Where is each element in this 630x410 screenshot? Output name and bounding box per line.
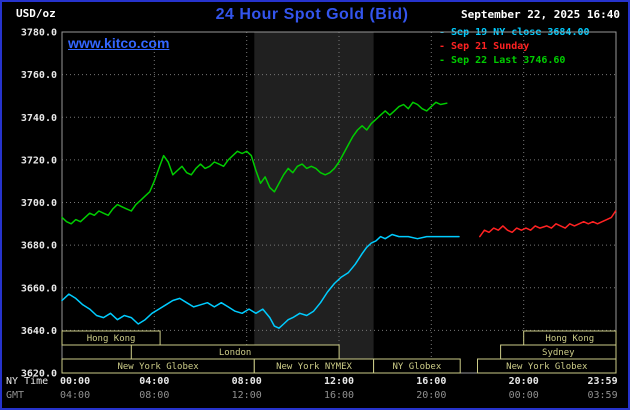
y-tick-label: 3640.0	[21, 326, 57, 337]
series-line-0	[61, 233, 460, 329]
x-tick-gmt: 12:00	[232, 390, 262, 401]
x-tick-ny: 12:00	[324, 376, 354, 387]
chart-title: 24 Hour Spot Gold (Bid)	[215, 6, 409, 23]
gmt-row-label: GMT	[6, 390, 24, 401]
x-tick-gmt: 20:00	[416, 390, 446, 401]
units-label: USD/oz	[16, 7, 56, 20]
x-tick-gmt: 04:00	[60, 390, 90, 401]
legend-item: - Sep 21 Sunday	[439, 41, 530, 52]
x-tick-ny: 23:59	[587, 376, 617, 387]
session-label: NY Globex	[393, 362, 442, 372]
datetime-label: September 22, 2025 16:40	[461, 8, 620, 21]
session-label: New York Globex	[117, 362, 199, 372]
x-tick-ny: 16:00	[416, 376, 446, 387]
y-tick-label: 3700.0	[21, 198, 57, 209]
x-tick-gmt: 03:59	[587, 390, 617, 401]
y-tick-label: 3680.0	[21, 241, 57, 252]
y-tick-label: 3780.0	[21, 28, 57, 39]
x-tick-gmt: 00:00	[509, 390, 539, 401]
y-tick-label: 3660.0	[21, 283, 57, 294]
x-tick-gmt: 16:00	[324, 390, 354, 401]
y-tick-label: 3720.0	[21, 155, 57, 166]
series-line-2	[61, 101, 448, 225]
x-tick-ny: 08:00	[232, 376, 262, 387]
session-label: Sydney	[542, 348, 575, 358]
session-box	[61, 330, 161, 346]
x-tick-gmt: 08:00	[139, 390, 169, 401]
x-tick-ny: 04:00	[139, 376, 169, 387]
x-tick-ny: 00:00	[60, 376, 90, 387]
legend-item: - Sep 22 Last 3746.60	[439, 55, 566, 66]
session-box	[477, 358, 617, 374]
series-line-1	[479, 210, 617, 238]
y-tick-label: 3760.0	[21, 70, 57, 81]
kitco-link[interactable]: www.kitco.com	[68, 35, 170, 51]
session-label: New York NYMEX	[276, 362, 352, 372]
ny-time-row-label: NY Time	[6, 376, 48, 387]
session-label: Hong Kong	[545, 334, 594, 344]
session-box	[373, 358, 461, 374]
session-label: New York Globex	[506, 362, 588, 372]
y-tick-label: 3740.0	[21, 113, 57, 124]
session-label: Hong Kong	[87, 334, 136, 344]
y-tick-label: 3620.0	[21, 369, 57, 380]
session-label: London	[219, 348, 252, 358]
x-tick-ny: 20:00	[509, 376, 539, 387]
